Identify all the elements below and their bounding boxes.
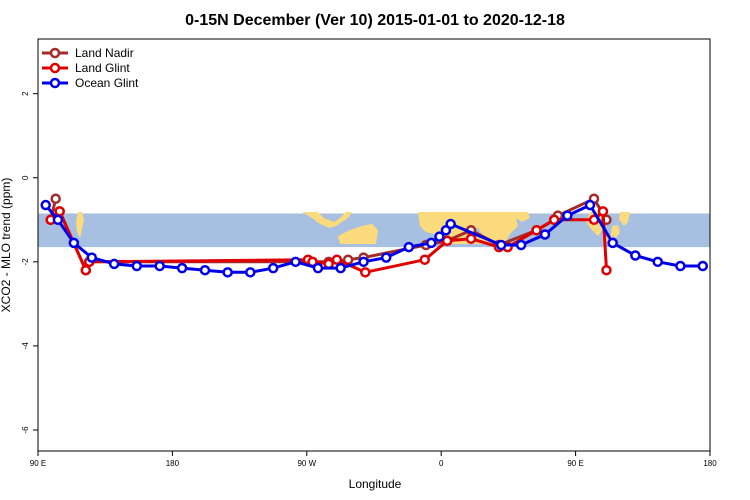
data-point bbox=[630, 250, 641, 261]
data-point bbox=[601, 264, 612, 276]
y-tick-label: 2 bbox=[21, 91, 30, 96]
data-point bbox=[562, 210, 573, 221]
data-point bbox=[465, 233, 477, 244]
data-point bbox=[675, 260, 686, 272]
series-layer bbox=[40, 193, 709, 278]
data-point bbox=[539, 229, 551, 240]
data-point bbox=[495, 239, 507, 251]
y-tick-label: -6 bbox=[21, 426, 30, 434]
data-point bbox=[697, 260, 709, 272]
data-point bbox=[360, 267, 371, 278]
data-point bbox=[441, 235, 453, 247]
data-point bbox=[584, 199, 596, 211]
legend-marker bbox=[49, 77, 61, 89]
data-point bbox=[380, 252, 392, 263]
legend-marker bbox=[49, 62, 61, 74]
legend-label: Ocean Glint bbox=[75, 76, 139, 90]
x-tick-label: 0 bbox=[439, 459, 444, 468]
plot-frame bbox=[37, 38, 711, 452]
data-point bbox=[290, 256, 301, 268]
y-tick-label: 0 bbox=[21, 175, 30, 180]
data-point bbox=[335, 262, 346, 274]
x-tick-label: 90 E bbox=[30, 459, 46, 468]
data-point bbox=[331, 254, 343, 265]
data-point bbox=[222, 267, 233, 278]
land-shape-horn-of-africa bbox=[512, 212, 530, 222]
land-shape-sri-lanka bbox=[611, 225, 620, 238]
data-point bbox=[154, 260, 165, 272]
legend-label: Land Nadir bbox=[75, 46, 134, 60]
data-point bbox=[131, 260, 143, 272]
data-point bbox=[86, 252, 98, 263]
data-point bbox=[358, 256, 369, 268]
data-point bbox=[54, 206, 65, 217]
legend-entry: Land Nadir bbox=[42, 46, 134, 60]
x-tick-label: 180 bbox=[703, 459, 717, 468]
data-point bbox=[68, 237, 80, 249]
data-point bbox=[403, 241, 415, 253]
data-point bbox=[445, 218, 456, 230]
y-axis-label: XCO2 - MLO trend (ppm) bbox=[0, 178, 13, 313]
legend-marker bbox=[49, 47, 61, 59]
data-point bbox=[419, 254, 431, 265]
legend-label: Land Glint bbox=[75, 61, 130, 75]
data-point bbox=[548, 214, 560, 226]
data-point bbox=[108, 258, 120, 270]
series-ocean-glint bbox=[40, 199, 709, 278]
data-point bbox=[425, 237, 437, 249]
x-tick-label: 180 bbox=[166, 459, 180, 468]
chart-title: 0-15N December (Ver 10) 2015-01-01 to 20… bbox=[185, 12, 565, 29]
land-shape-south-asia bbox=[76, 212, 84, 238]
data-point bbox=[40, 199, 51, 211]
data-point bbox=[267, 262, 279, 274]
data-point bbox=[515, 239, 527, 251]
y-tick-label: -4 bbox=[21, 342, 30, 350]
land-shape-india bbox=[619, 212, 630, 226]
land-shape-central-america bbox=[302, 212, 352, 228]
data-point bbox=[312, 262, 324, 274]
axes: 90 E 180 90 W 0 90 E 180 2 0 -2 -4 -6 bbox=[21, 91, 717, 468]
data-point bbox=[52, 214, 64, 226]
legend-entry: Land Glint bbox=[42, 61, 130, 75]
legend-entry: Ocean Glint bbox=[42, 76, 139, 90]
data-point bbox=[652, 256, 663, 268]
land-shape-south-america bbox=[338, 224, 378, 244]
x-axis-label: Longitude bbox=[349, 477, 402, 491]
data-point bbox=[50, 193, 61, 205]
data-point bbox=[531, 225, 542, 236]
x-tick-label: 90 W bbox=[297, 459, 316, 468]
data-point bbox=[607, 237, 618, 249]
data-point bbox=[434, 231, 445, 242]
data-point bbox=[597, 206, 609, 217]
data-point bbox=[245, 267, 256, 278]
y-tick-label: -2 bbox=[21, 258, 30, 266]
data-point bbox=[80, 264, 92, 276]
data-point bbox=[199, 264, 211, 276]
x-tick-label: 90 E bbox=[567, 459, 583, 468]
data-point bbox=[176, 262, 188, 274]
